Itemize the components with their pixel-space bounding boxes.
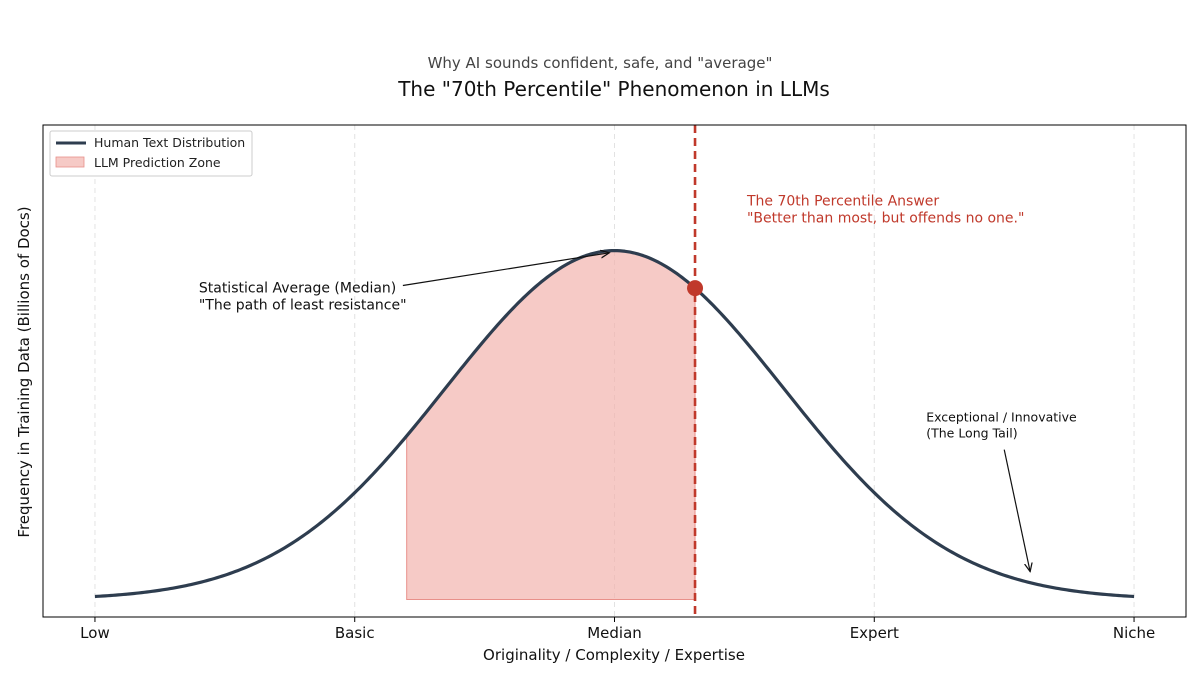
chart-title: The "70th Percentile" Phenomenon in LLMs <box>397 77 830 101</box>
x-tick-label: Niche <box>1113 624 1155 642</box>
chart-subtitle: Why AI sounds confident, safe, and "aver… <box>428 54 773 72</box>
annotation-median-line1: Statistical Average (Median) <box>199 280 396 296</box>
annotation-tail-arrow <box>1003 449 1030 572</box>
annotation-median-line2: "The path of least resistance" <box>199 297 407 313</box>
legend-box <box>49 130 253 177</box>
percentile-marker <box>687 280 704 297</box>
annotation-percentile-line1: The 70th Percentile Answer <box>746 193 939 209</box>
annotation-tail-line1: Exceptional / Innovative <box>926 410 1077 425</box>
y-axis-label: Frequency in Training Data (Billions of … <box>15 206 33 537</box>
x-axis-ticks: Low Basic Median Expert Niche <box>80 617 1155 642</box>
annotation-tail-line2: (The Long Tail) <box>926 426 1017 441</box>
x-tick-label: Low <box>80 624 110 642</box>
legend-label-curve: Human Text Distribution <box>94 135 245 150</box>
legend-fill-swatch <box>55 156 85 168</box>
annotation-median: Statistical Average (Median) "The path o… <box>199 253 609 313</box>
prediction-zone-fill <box>406 250 696 601</box>
legend: Human Text Distribution LLM Prediction Z… <box>49 130 253 177</box>
fill-layer <box>406 250 696 601</box>
annotation-percentile-line2: "Better than most, but offends no one." <box>747 210 1024 226</box>
x-tick-label: Median <box>587 624 642 642</box>
annotation-tail: Exceptional / Innovative (The Long Tail) <box>926 410 1077 572</box>
annotation-median-arrow <box>402 253 609 287</box>
x-tick-label: Basic <box>335 624 375 642</box>
curve-layer <box>94 249 1135 599</box>
x-tick-label: Expert <box>850 624 899 642</box>
annotation-percentile: The 70th Percentile Answer "Better than … <box>746 193 1024 226</box>
distribution-curve <box>94 249 1135 599</box>
legend-label-fill: LLM Prediction Zone <box>94 155 221 170</box>
x-axis-label: Originality / Complexity / Expertise <box>483 646 745 664</box>
threshold-layer <box>687 125 704 617</box>
